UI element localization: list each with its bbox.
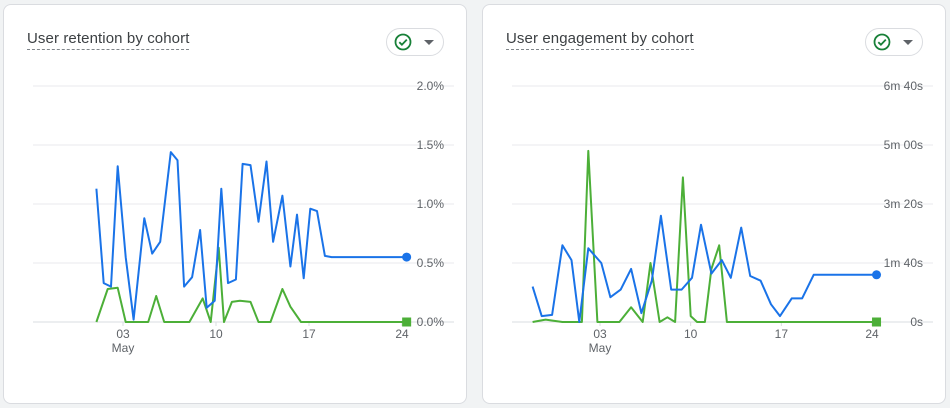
y-tick-label: 1m 40s	[884, 256, 923, 270]
series-group	[95, 151, 407, 321]
card-title[interactable]: User retention by cohort	[27, 30, 190, 50]
check-circle-icon	[394, 33, 412, 51]
series-end-marker[interactable]	[402, 252, 412, 262]
x-tick-label: 24	[395, 327, 409, 341]
x-tick-label: 10	[209, 327, 223, 341]
y-tick-label: 3m 20s	[884, 197, 923, 211]
x-tick-label: 17	[775, 327, 789, 341]
retention-card: User retention by cohort 0.0% 0.5% 1.0% 1.5…	[3, 4, 467, 404]
blue-series-line	[531, 214, 877, 323]
x-tick-sublabel: May	[112, 341, 135, 355]
x-tick-label: 03	[116, 327, 130, 341]
y-tick-label: 0.0%	[417, 315, 445, 329]
card-title[interactable]: User engagement by cohort	[506, 30, 694, 50]
y-tick-label: 1.5%	[417, 138, 445, 152]
series-end-marker[interactable]	[872, 317, 882, 327]
green-series-line	[532, 149, 877, 323]
compare-dropdown-button[interactable]	[386, 28, 444, 56]
x-tick-label: 10	[684, 327, 698, 341]
y-tick-label: 0s	[910, 315, 923, 329]
blue-series-line	[95, 151, 407, 321]
series-group	[532, 149, 877, 323]
green-series-line	[95, 246, 407, 323]
series-end-marker[interactable]	[872, 270, 882, 280]
y-tick-label: 0.5%	[417, 256, 445, 270]
series-end-marker[interactable]	[402, 317, 412, 327]
y-tick-label: 1.0%	[417, 197, 445, 211]
y-tick-label: 5m 00s	[884, 138, 923, 152]
y-tick-label: 6m 40s	[884, 79, 923, 93]
check-circle-icon	[873, 33, 891, 51]
series-group	[95, 246, 407, 323]
dropdown-caret-icon	[424, 40, 434, 45]
x-tick-label: 24	[865, 327, 879, 341]
engagement-card: User engagement by cohort 0s 1m 40s 3m 20s…	[482, 4, 946, 404]
x-tick-label: 03	[593, 327, 607, 341]
y-tick-label: 2.0%	[417, 79, 445, 93]
series-group	[531, 214, 877, 323]
dropdown-caret-icon	[903, 40, 913, 45]
compare-dropdown-button[interactable]	[865, 28, 923, 56]
x-tick-sublabel: May	[589, 341, 612, 355]
x-tick-label: 17	[302, 327, 316, 341]
